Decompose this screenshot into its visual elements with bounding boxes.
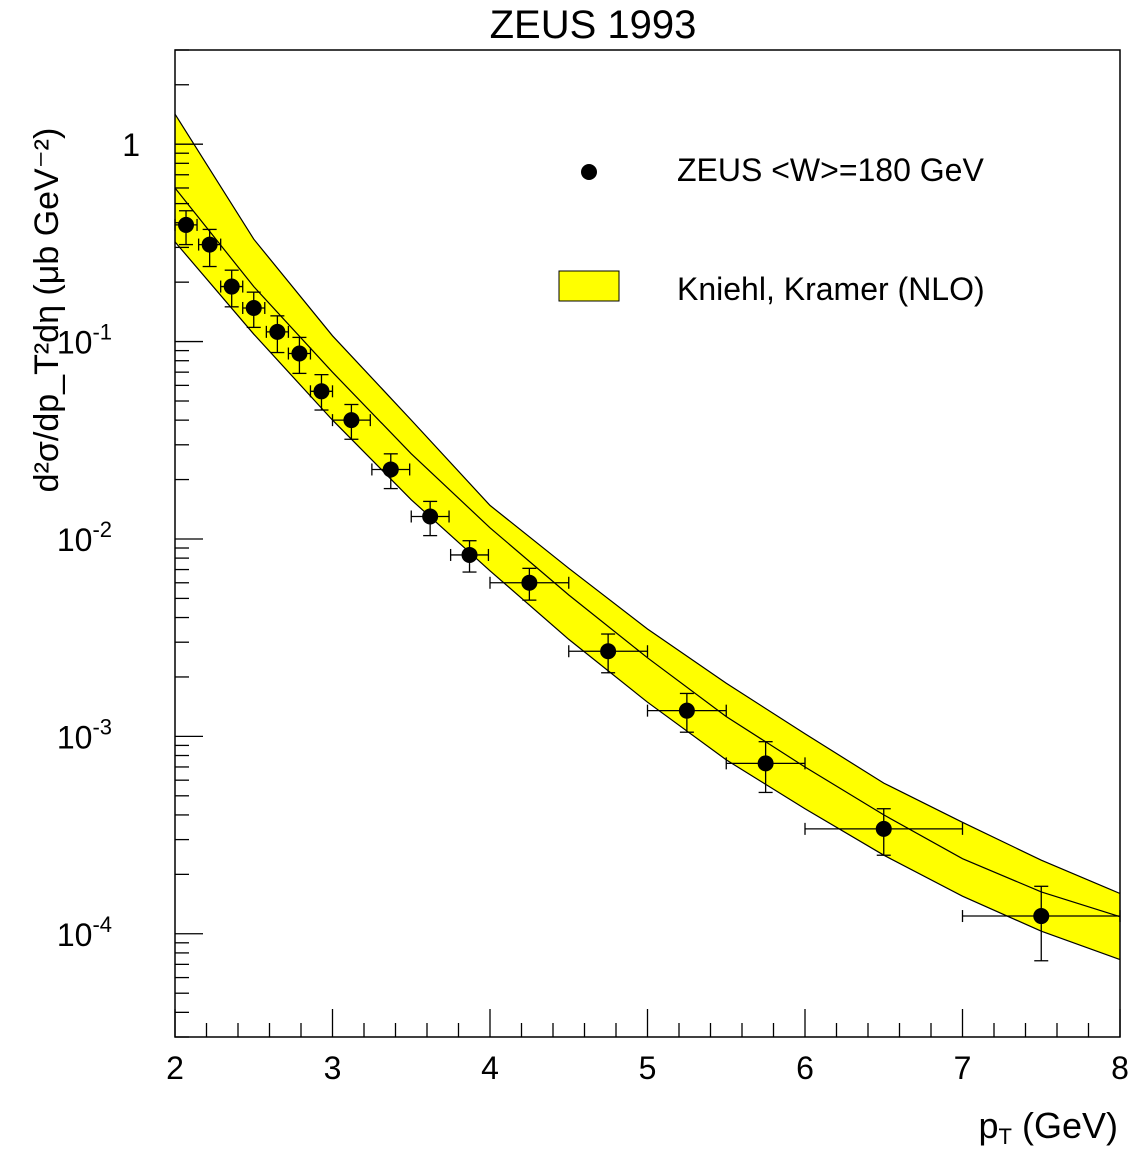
theory-band-upper-edge [174, 113, 1121, 895]
data-point-3 [220, 269, 244, 308]
y-tick-label-base: 1 [122, 127, 140, 163]
x-tick-label: 6 [796, 1050, 814, 1086]
data-marker [245, 299, 262, 316]
y-tick-label-base: 10 [57, 325, 93, 361]
data-point-6 [287, 336, 312, 375]
data-point-14 [646, 692, 727, 733]
chart-title: ZEUS 1993 [490, 3, 697, 47]
y-tick-label-exponent: -2 [92, 517, 112, 542]
data-point-1 [174, 210, 198, 246]
data-marker [521, 574, 538, 591]
y-tick-label: 1 [122, 127, 140, 163]
legend: ZEUS <W>=180 GeV Kniehl, Kramer (NLO) [558, 152, 985, 307]
data-point-17 [961, 885, 1121, 962]
legend-band-swatch [558, 270, 620, 302]
data-marker [461, 546, 478, 563]
legend-label-data: ZEUS <W>=180 GeV [677, 152, 984, 188]
x-tick-label: 4 [481, 1050, 499, 1086]
theory-band [175, 114, 1120, 960]
data-point-11 [449, 540, 490, 573]
data-marker [422, 508, 439, 525]
y-tick-label: 10-4 [57, 912, 112, 953]
data-point-7 [309, 373, 334, 411]
legend-marker-icon [581, 164, 597, 180]
y-tick-label-exponent: -3 [92, 714, 112, 739]
data-point-16 [804, 808, 964, 856]
x-axis: 2 3 4 5 6 7 8 [166, 1009, 1129, 1086]
y-tick-label-exponent: -4 [92, 912, 112, 937]
x-tick-label: 2 [166, 1050, 184, 1086]
x-axis-label-symbol: p [979, 1105, 999, 1146]
data-marker [1033, 908, 1050, 925]
y-tick-label: 10-2 [57, 517, 112, 558]
theory-band-layer [174, 113, 1121, 961]
data-point-8 [331, 403, 371, 440]
y-tick-label: 10-1 [57, 320, 112, 361]
data-point-10 [410, 500, 450, 537]
legend-label-theory: Kniehl, Kramer (NLO) [677, 271, 985, 307]
y-tick-label-base: 10 [57, 917, 93, 953]
data-point-13 [568, 633, 649, 674]
y-tick-label-base: 10 [57, 522, 93, 558]
data-marker [343, 412, 360, 429]
y-tick-label-base: 10 [57, 719, 93, 755]
x-tick-label: 3 [324, 1050, 342, 1086]
data-point-15 [725, 741, 806, 794]
data-marker [757, 755, 774, 772]
data-marker [201, 236, 218, 253]
data-point-5 [265, 315, 290, 354]
x-tick-label: 8 [1111, 1050, 1129, 1086]
data-points-layer [174, 210, 1121, 962]
data-point-2 [197, 228, 222, 268]
x-axis-label: pT (GeV) [979, 1105, 1119, 1149]
data-point-9 [371, 453, 411, 490]
data-marker [178, 216, 195, 233]
data-point-12 [489, 567, 570, 601]
y-tick-label: 10-3 [57, 714, 112, 755]
x-tick-label: 5 [639, 1050, 657, 1086]
theory-central-line [174, 187, 1121, 918]
data-marker [382, 461, 399, 478]
data-marker [313, 383, 330, 400]
data-marker [678, 702, 695, 719]
y-axis: 110-110-210-310-4 [57, 49, 203, 1038]
x-tick-label: 7 [954, 1050, 972, 1086]
data-marker [269, 323, 286, 340]
x-axis-label-subscript: T [999, 1124, 1012, 1149]
data-point-4 [242, 291, 266, 329]
data-marker [875, 820, 892, 837]
x-axis-label-unit: (GeV) [1022, 1105, 1118, 1146]
data-marker [600, 643, 617, 660]
y-tick-label-exponent: -1 [92, 320, 112, 345]
data-marker [223, 278, 240, 295]
y-axis-label: d²σ/dp_T²dη (μb GeV⁻²) [28, 128, 66, 493]
data-marker [291, 345, 308, 362]
